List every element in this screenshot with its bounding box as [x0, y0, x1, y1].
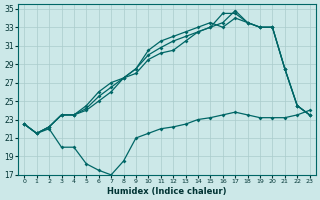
X-axis label: Humidex (Indice chaleur): Humidex (Indice chaleur)	[107, 187, 227, 196]
